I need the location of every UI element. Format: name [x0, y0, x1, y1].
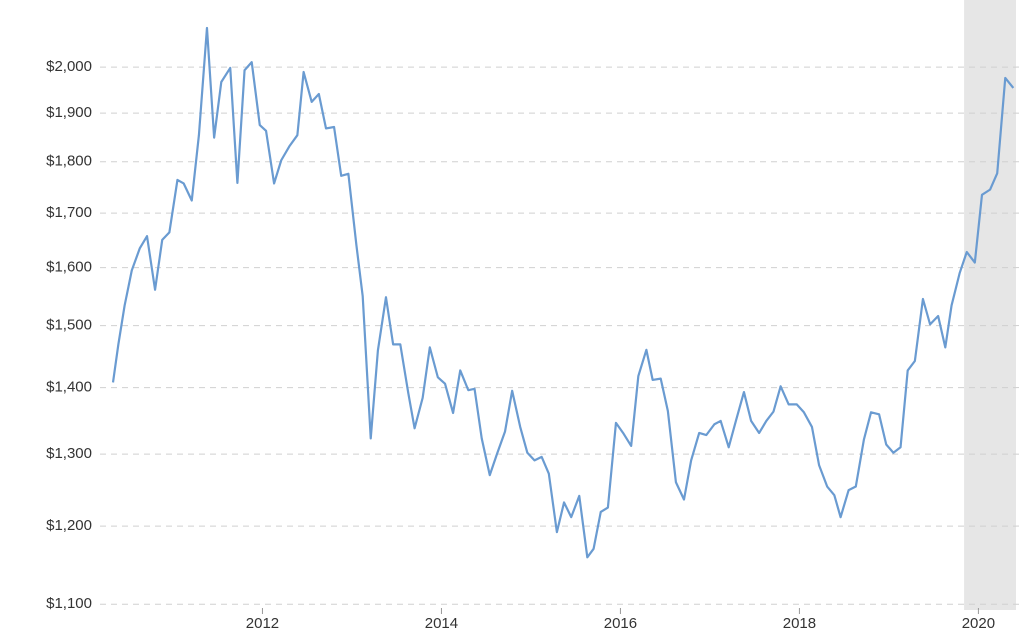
x-tick-label: 2012 — [246, 615, 279, 632]
y-tick-label: $1,700 — [46, 204, 92, 221]
price-line — [111, 26, 1015, 559]
y-tick-label: $1,400 — [46, 379, 92, 396]
y-tick-label: $1,800 — [46, 153, 92, 170]
x-tick-label: 2016 — [604, 615, 637, 632]
y-tick-label: $1,900 — [46, 104, 92, 121]
x-tick-label: 2018 — [783, 615, 816, 632]
recession-band — [964, 0, 1016, 610]
y-tick-label: $1,500 — [46, 317, 92, 334]
y-tick-label: $1,200 — [46, 517, 92, 534]
y-tick-label: $1,600 — [46, 259, 92, 276]
x-tick-label: 2020 — [962, 615, 995, 632]
y-tick-label: $1,300 — [46, 445, 92, 462]
y-tick-label: $1,100 — [46, 595, 92, 612]
y-tick-label: $2,000 — [46, 58, 92, 75]
x-tick-label: 2014 — [425, 615, 458, 632]
